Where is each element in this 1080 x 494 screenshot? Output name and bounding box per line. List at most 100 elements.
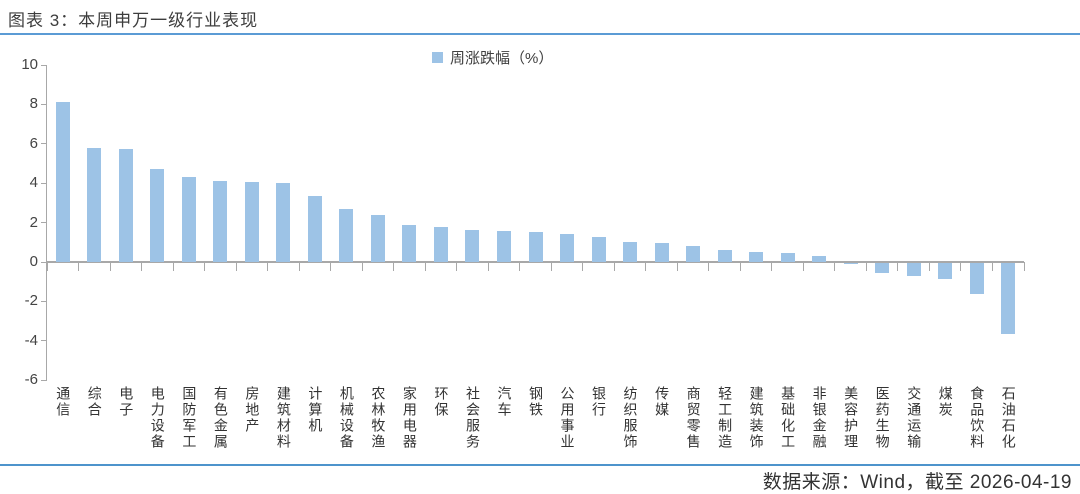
bar-电子 bbox=[118, 148, 133, 262]
y-tick-label: 10 bbox=[21, 56, 38, 73]
x-label-银行: 银行 bbox=[591, 386, 608, 418]
x-label-环保: 环保 bbox=[433, 386, 450, 418]
x-label-建筑装饰: 建筑装饰 bbox=[748, 386, 765, 450]
x-axis-tick bbox=[267, 262, 269, 271]
x-axis-tick bbox=[550, 262, 552, 271]
x-label-商贸零售: 商贸零售 bbox=[685, 386, 702, 450]
x-axis-tick bbox=[519, 262, 521, 271]
x-label-建筑材料: 建筑材料 bbox=[275, 386, 292, 450]
x-label-家用电器: 家用电器 bbox=[401, 386, 418, 450]
bar-轻工制造 bbox=[717, 250, 732, 262]
bar-机械设备 bbox=[339, 208, 354, 262]
bar-家用电器 bbox=[402, 224, 417, 262]
bar-食品饮料 bbox=[969, 262, 984, 295]
x-axis-tick bbox=[645, 262, 647, 271]
x-label-社会服务: 社会服务 bbox=[464, 386, 481, 450]
x-label-国防军工: 国防军工 bbox=[181, 386, 198, 450]
x-axis-tick bbox=[865, 262, 867, 271]
x-label-电子: 电子 bbox=[118, 386, 135, 418]
title-divider-line bbox=[0, 33, 1080, 35]
x-axis-tick bbox=[771, 262, 773, 271]
bar-电力设备 bbox=[150, 169, 165, 262]
x-axis-tick bbox=[897, 262, 899, 271]
y-tick-label: 8 bbox=[29, 95, 38, 113]
bar-公用事业 bbox=[560, 234, 575, 262]
chart-legend: 周涨跌幅（%） bbox=[432, 47, 553, 68]
x-axis-tick bbox=[960, 262, 962, 271]
x-label-电力设备: 电力设备 bbox=[149, 386, 166, 450]
y-axis-tick bbox=[41, 379, 47, 381]
y-axis-tick bbox=[41, 182, 47, 184]
y-tick-label: 2 bbox=[29, 213, 38, 231]
bar-环保 bbox=[433, 226, 448, 262]
y-axis-tick bbox=[41, 222, 47, 224]
bar-纺织服饰 bbox=[623, 242, 638, 262]
y-tick-label: -2 bbox=[24, 292, 38, 310]
y-axis-tick bbox=[41, 340, 47, 342]
x-axis-tick bbox=[424, 262, 426, 271]
bar-综合 bbox=[87, 147, 102, 262]
bar-石油石化 bbox=[1001, 262, 1016, 335]
bar-基础化工 bbox=[780, 253, 795, 262]
y-tick-label: 6 bbox=[29, 134, 38, 152]
bar-汽车 bbox=[496, 231, 511, 262]
y-axis-tick bbox=[41, 300, 47, 302]
x-label-公用事业: 公用事业 bbox=[559, 386, 576, 450]
bar-煤炭 bbox=[938, 262, 953, 280]
x-axis-tick bbox=[172, 262, 174, 271]
x-axis-tick bbox=[928, 262, 930, 271]
x-label-通信: 通信 bbox=[55, 386, 72, 418]
bar-银行 bbox=[591, 237, 606, 262]
bar-建筑装饰 bbox=[749, 252, 764, 262]
x-axis-tick bbox=[298, 262, 300, 271]
bar-医药生物 bbox=[875, 262, 890, 274]
bar-计算机 bbox=[307, 196, 322, 262]
bar-有色金属 bbox=[213, 181, 228, 262]
x-axis-tick bbox=[109, 262, 111, 271]
x-label-医药生物: 医药生物 bbox=[874, 386, 891, 450]
bar-通信 bbox=[55, 102, 70, 262]
y-tick-label: 0 bbox=[29, 253, 38, 270]
x-label-基础化工: 基础化工 bbox=[780, 386, 797, 450]
x-label-轻工制造: 轻工制造 bbox=[717, 386, 734, 450]
x-axis-tick bbox=[456, 262, 458, 271]
x-label-有色金属: 有色金属 bbox=[212, 386, 229, 450]
legend-swatch-icon bbox=[432, 52, 443, 63]
bar-国防军工 bbox=[181, 177, 196, 262]
x-label-综合: 综合 bbox=[86, 386, 103, 418]
y-tick-label: -6 bbox=[24, 371, 38, 389]
legend-label: 周涨跌幅（%） bbox=[450, 50, 554, 67]
x-label-机械设备: 机械设备 bbox=[338, 386, 355, 450]
x-axis-tick bbox=[46, 262, 48, 271]
x-label-石油石化: 石油石化 bbox=[1000, 386, 1017, 450]
bar-建筑材料 bbox=[276, 183, 291, 262]
y-tick-label: 4 bbox=[29, 174, 38, 192]
x-axis-tick bbox=[204, 262, 206, 271]
bar-传媒 bbox=[654, 243, 669, 262]
bar-农林牧渔 bbox=[370, 214, 385, 262]
x-axis-tick bbox=[582, 262, 584, 271]
bar-社会服务 bbox=[465, 230, 480, 262]
y-axis-tick bbox=[41, 143, 47, 145]
footer-divider-line bbox=[0, 464, 1080, 466]
y-tick-label: -4 bbox=[24, 331, 38, 349]
x-label-非银金融: 非银金融 bbox=[811, 386, 828, 450]
data-source-note: 数据来源：Wind，截至 2026-04-19 bbox=[762, 472, 1072, 493]
y-axis-tick bbox=[41, 261, 47, 263]
x-axis-tick bbox=[676, 262, 678, 271]
x-axis-tick bbox=[141, 262, 143, 271]
x-axis-tick bbox=[613, 262, 615, 271]
x-axis-tick bbox=[487, 262, 489, 271]
x-label-农林牧渔: 农林牧渔 bbox=[370, 386, 387, 450]
x-axis-tick bbox=[708, 262, 710, 271]
x-label-房地产: 房地产 bbox=[244, 386, 261, 434]
x-axis-tick bbox=[991, 262, 993, 271]
y-axis-tick bbox=[41, 64, 47, 66]
bar-交通运输 bbox=[906, 262, 921, 277]
x-label-钢铁: 钢铁 bbox=[528, 386, 544, 418]
x-label-交通运输: 交通运输 bbox=[906, 386, 923, 450]
x-axis-tick bbox=[235, 262, 237, 271]
x-axis-tick bbox=[834, 262, 836, 271]
